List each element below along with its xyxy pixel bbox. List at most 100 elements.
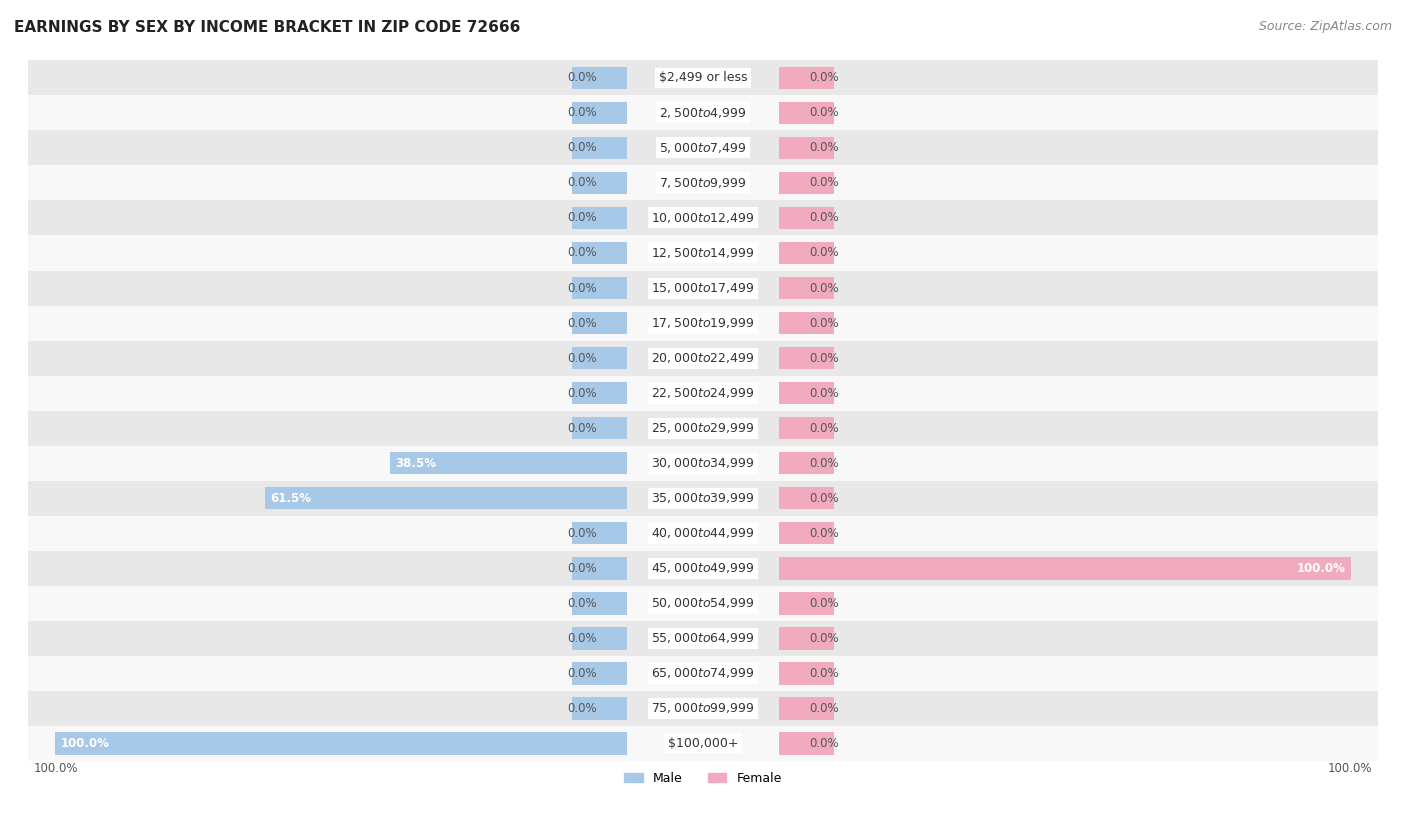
Bar <box>779 137 834 159</box>
Text: 0.0%: 0.0% <box>567 316 598 329</box>
Text: 0.0%: 0.0% <box>808 702 839 715</box>
Text: 0.0%: 0.0% <box>808 316 839 329</box>
Bar <box>55 732 627 754</box>
Text: 0.0%: 0.0% <box>567 351 598 364</box>
Bar <box>28 341 1378 376</box>
Text: 0.0%: 0.0% <box>567 72 598 85</box>
Text: 0.0%: 0.0% <box>808 667 839 680</box>
Bar <box>28 655 1378 691</box>
Text: $20,000 to $22,499: $20,000 to $22,499 <box>651 351 755 365</box>
Text: 100.0%: 100.0% <box>1296 562 1346 575</box>
Bar <box>28 376 1378 411</box>
Text: 0.0%: 0.0% <box>808 176 839 189</box>
Bar <box>779 207 834 229</box>
Bar <box>28 620 1378 655</box>
Bar <box>28 306 1378 341</box>
Text: 0.0%: 0.0% <box>808 492 839 505</box>
Bar <box>28 95 1378 130</box>
Bar <box>28 550 1378 585</box>
Text: 0.0%: 0.0% <box>567 632 598 645</box>
Text: 0.0%: 0.0% <box>808 141 839 154</box>
Bar <box>572 592 627 615</box>
Text: $10,000 to $12,499: $10,000 to $12,499 <box>651 211 755 225</box>
Text: 0.0%: 0.0% <box>808 281 839 294</box>
Text: 0.0%: 0.0% <box>567 667 598 680</box>
Text: 0.0%: 0.0% <box>567 597 598 610</box>
Text: 0.0%: 0.0% <box>567 281 598 294</box>
Bar <box>779 452 834 475</box>
Text: 0.0%: 0.0% <box>567 141 598 154</box>
Text: 0.0%: 0.0% <box>808 632 839 645</box>
Bar <box>28 166 1378 201</box>
Bar <box>572 311 627 334</box>
Text: 0.0%: 0.0% <box>567 562 598 575</box>
Text: 0.0%: 0.0% <box>808 351 839 364</box>
Bar <box>28 201 1378 236</box>
Bar <box>572 67 627 89</box>
Bar <box>28 446 1378 480</box>
Text: $12,500 to $14,999: $12,500 to $14,999 <box>651 246 755 260</box>
Text: 0.0%: 0.0% <box>808 386 839 399</box>
Bar <box>572 207 627 229</box>
Bar <box>779 732 834 754</box>
Text: $45,000 to $49,999: $45,000 to $49,999 <box>651 561 755 575</box>
Bar <box>28 480 1378 515</box>
Bar <box>28 691 1378 726</box>
Text: Source: ZipAtlas.com: Source: ZipAtlas.com <box>1258 20 1392 33</box>
Bar <box>572 557 627 580</box>
Bar <box>779 522 834 545</box>
Bar <box>389 452 627 475</box>
Bar <box>28 271 1378 306</box>
Bar <box>779 346 834 369</box>
Bar <box>779 487 834 510</box>
Text: 0.0%: 0.0% <box>808 457 839 470</box>
Text: 0.0%: 0.0% <box>808 597 839 610</box>
Text: 0.0%: 0.0% <box>567 702 598 715</box>
Text: 0.0%: 0.0% <box>567 211 598 224</box>
Text: 0.0%: 0.0% <box>567 422 598 435</box>
Bar <box>572 662 627 685</box>
Text: $7,500 to $9,999: $7,500 to $9,999 <box>659 176 747 190</box>
Bar <box>779 102 834 124</box>
Text: $25,000 to $29,999: $25,000 to $29,999 <box>651 421 755 435</box>
Text: $17,500 to $19,999: $17,500 to $19,999 <box>651 316 755 330</box>
Bar <box>572 381 627 404</box>
Text: 0.0%: 0.0% <box>808 737 839 750</box>
Text: 0.0%: 0.0% <box>567 527 598 540</box>
Text: $100,000+: $100,000+ <box>668 737 738 750</box>
Bar <box>572 276 627 299</box>
Bar <box>779 67 834 89</box>
Bar <box>779 662 834 685</box>
Bar <box>779 172 834 194</box>
Legend: Male, Female: Male, Female <box>619 767 787 789</box>
Text: EARNINGS BY SEX BY INCOME BRACKET IN ZIP CODE 72666: EARNINGS BY SEX BY INCOME BRACKET IN ZIP… <box>14 20 520 35</box>
Bar <box>572 102 627 124</box>
Bar <box>572 137 627 159</box>
Bar <box>572 522 627 545</box>
Text: 0.0%: 0.0% <box>567 176 598 189</box>
Text: 0.0%: 0.0% <box>808 246 839 259</box>
Text: 0.0%: 0.0% <box>808 422 839 435</box>
Bar <box>28 411 1378 446</box>
Text: $15,000 to $17,499: $15,000 to $17,499 <box>651 281 755 295</box>
Bar <box>28 236 1378 271</box>
Bar <box>779 241 834 264</box>
Text: $40,000 to $44,999: $40,000 to $44,999 <box>651 526 755 540</box>
Bar <box>28 130 1378 166</box>
Bar <box>28 60 1378 95</box>
Text: 0.0%: 0.0% <box>808 211 839 224</box>
Bar <box>779 557 1351 580</box>
Text: 38.5%: 38.5% <box>395 457 436 470</box>
Bar <box>572 417 627 440</box>
Text: $50,000 to $54,999: $50,000 to $54,999 <box>651 596 755 610</box>
Text: 61.5%: 61.5% <box>270 492 311 505</box>
Bar <box>779 311 834 334</box>
Text: $2,499 or less: $2,499 or less <box>659 72 747 85</box>
Text: 0.0%: 0.0% <box>567 386 598 399</box>
Text: $22,500 to $24,999: $22,500 to $24,999 <box>651 386 755 400</box>
Text: 0.0%: 0.0% <box>808 107 839 120</box>
Bar <box>572 697 627 720</box>
Bar <box>779 381 834 404</box>
Text: $75,000 to $99,999: $75,000 to $99,999 <box>651 701 755 715</box>
Bar <box>28 515 1378 550</box>
